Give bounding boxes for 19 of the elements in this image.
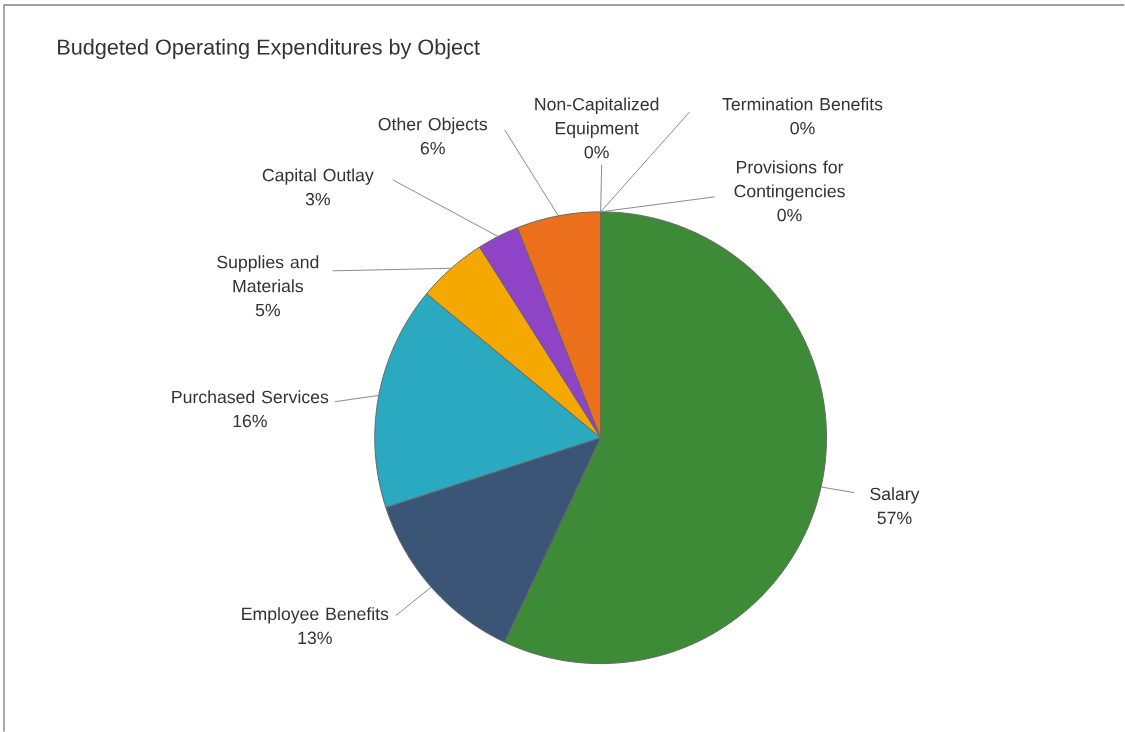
text: 0%	[790, 121, 815, 135]
slice-label: Purchased Services	[172, 390, 329, 404]
slice-label: Salary	[870, 487, 920, 504]
data-label: 6%	[420, 141, 445, 155]
data-label: 13%	[298, 631, 332, 644]
slice-label: Employee Benefits	[242, 607, 389, 624]
data-label: 3%	[305, 192, 330, 206]
slice-label: Supplies and Materials	[217, 255, 319, 293]
data-label: 5%	[255, 303, 280, 317]
slice-label: Other Objects	[378, 117, 488, 134]
text: 0%	[777, 208, 802, 222]
text: 0%	[584, 145, 609, 159]
category-label: Non-Capitalized Equipment	[535, 97, 659, 138]
chart-title: Budgeted Operating Expenditures by Object	[58, 38, 480, 59]
data-label: 57%	[877, 511, 912, 525]
data-label: 16%	[233, 414, 267, 428]
category-label: Provisions for Contingencies	[734, 160, 845, 201]
category-label: Termination Benefits	[722, 97, 883, 111]
slice-label: Capital Outlay	[262, 168, 374, 185]
